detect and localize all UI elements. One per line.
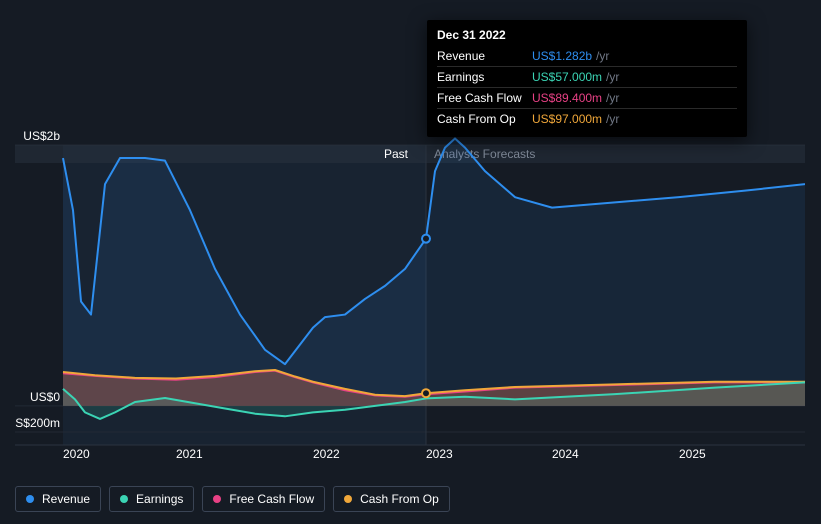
y-axis-label: US$0 [30,390,60,404]
tooltip-row: EarningsUS$57.000m/yr [437,67,737,88]
tooltip-row-value: US$57.000m/yr [532,67,737,88]
legend-label: Free Cash Flow [229,492,314,506]
tooltip-row-label: Free Cash Flow [437,88,532,109]
legend-item-freeCashFlow[interactable]: Free Cash Flow [202,486,325,512]
tooltip-row-label: Revenue [437,46,532,67]
y-axis-label: -US$200m [15,416,60,430]
tooltip-row-value: US$1.282b/yr [532,46,737,67]
tooltip-row: Free Cash FlowUS$89.400m/yr [437,88,737,109]
x-axis-label: 2024 [552,447,579,461]
legend-item-cashFromOp[interactable]: Cash From Op [333,486,450,512]
marker-cash [422,389,430,397]
legend-swatch [120,495,128,503]
tooltip-row: Cash From OpUS$97.000m/yr [437,109,737,130]
tooltip-table: RevenueUS$1.282b/yrEarningsUS$57.000m/yr… [437,46,737,129]
chart-legend: Revenue Earnings Free Cash Flow Cash From O… [15,486,450,512]
x-axis-label: 2025 [679,447,706,461]
y-axis-label: US$2b [23,129,60,143]
x-axis-label: 2023 [426,447,453,461]
legend-swatch [344,495,352,503]
tooltip-row-label: Earnings [437,67,532,88]
x-axis-label: 2021 [176,447,203,461]
legend-label: Revenue [42,492,90,506]
legend-label: Earnings [136,492,183,506]
tooltip-date: Dec 31 2022 [437,28,737,42]
chart-tooltip: Dec 31 2022 RevenueUS$1.282b/yrEarningsU… [427,20,747,137]
x-axis-label: 2022 [313,447,340,461]
legend-item-earnings[interactable]: Earnings [109,486,194,512]
tooltip-row-value: US$89.400m/yr [532,88,737,109]
x-axis-label: 2020 [63,447,90,461]
past-label: Past [384,147,409,161]
tooltip-row-label: Cash From Op [437,109,532,130]
legend-swatch [26,495,34,503]
tooltip-row-value: US$97.000m/yr [532,109,737,130]
legend-item-revenue[interactable]: Revenue [15,486,101,512]
legend-label: Cash From Op [360,492,439,506]
marker-revenue [422,235,430,243]
legend-swatch [213,495,221,503]
tooltip-row: RevenueUS$1.282b/yr [437,46,737,67]
